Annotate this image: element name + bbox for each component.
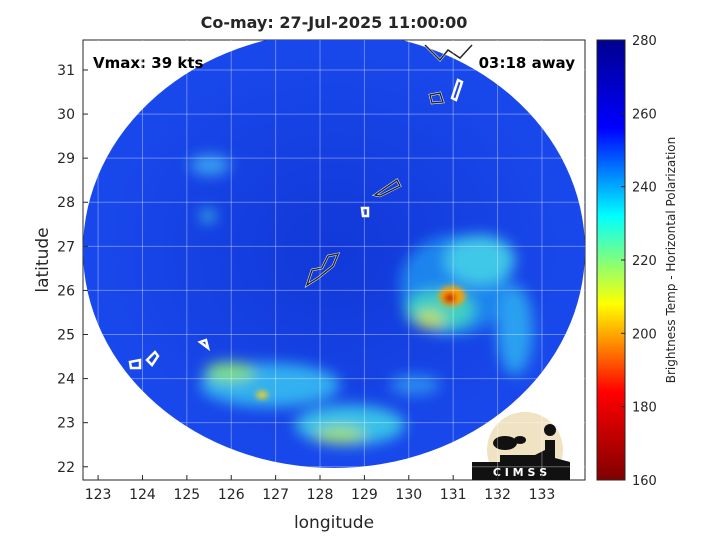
colorbar-label: Brightness Temp - Horizontal Polarizatio… (664, 137, 678, 384)
x-tick-label: 125 (173, 487, 200, 503)
x-tick-label: 126 (218, 487, 245, 503)
x-tick-label: 124 (129, 487, 156, 503)
storm-core (256, 286, 465, 399)
y-tick-label: 29 (57, 151, 75, 167)
x-tick-label: 131 (440, 487, 467, 503)
colorbar-tick-label: 280 (632, 34, 657, 49)
colorbar-tick-label: 180 (632, 401, 657, 416)
y-tick-label: 27 (57, 239, 75, 255)
colorbar (596, 39, 626, 481)
y-tick-label: 23 (57, 416, 75, 432)
y-axis-label: latitude (33, 227, 53, 292)
y-tick-label: 28 (57, 195, 75, 211)
x-tick-label: 133 (529, 487, 556, 503)
colorbar-tick-label: 160 (632, 474, 657, 489)
colorbar-tick-label: 200 (632, 327, 657, 342)
colorbar-tick-label: 260 (632, 107, 657, 122)
y-tick-label: 25 (57, 328, 75, 344)
chart-title: Co-may: 27-Jul-2025 11:00:00 (201, 13, 468, 32)
annotation: Vmax: 39 kts (93, 54, 203, 72)
coastlines-dark (305, 44, 473, 287)
y-tick-label: 30 (57, 107, 75, 123)
x-axis-label: longitude (294, 513, 374, 533)
x-tick-label: 128 (307, 487, 334, 503)
y-tick-label: 26 (57, 283, 75, 299)
colorbar-tick-label: 220 (632, 254, 657, 269)
logo-text: C I M S S (493, 466, 547, 479)
y-tick-label: 22 (57, 460, 75, 476)
y-tick-label: 24 (57, 372, 75, 388)
annotation: 03:18 away (479, 54, 576, 72)
x-tick-label: 130 (395, 487, 422, 503)
x-tick-label: 129 (351, 487, 378, 503)
logo: C I M S S (472, 412, 570, 480)
satellite-image: C I M S S (83, 40, 585, 480)
y-tick-label: 31 (57, 63, 75, 79)
x-tick-label: 123 (85, 487, 112, 503)
colorbar-tick-label: 240 (632, 181, 657, 196)
x-tick-label: 127 (262, 487, 289, 503)
x-tick-label: 132 (484, 487, 511, 503)
